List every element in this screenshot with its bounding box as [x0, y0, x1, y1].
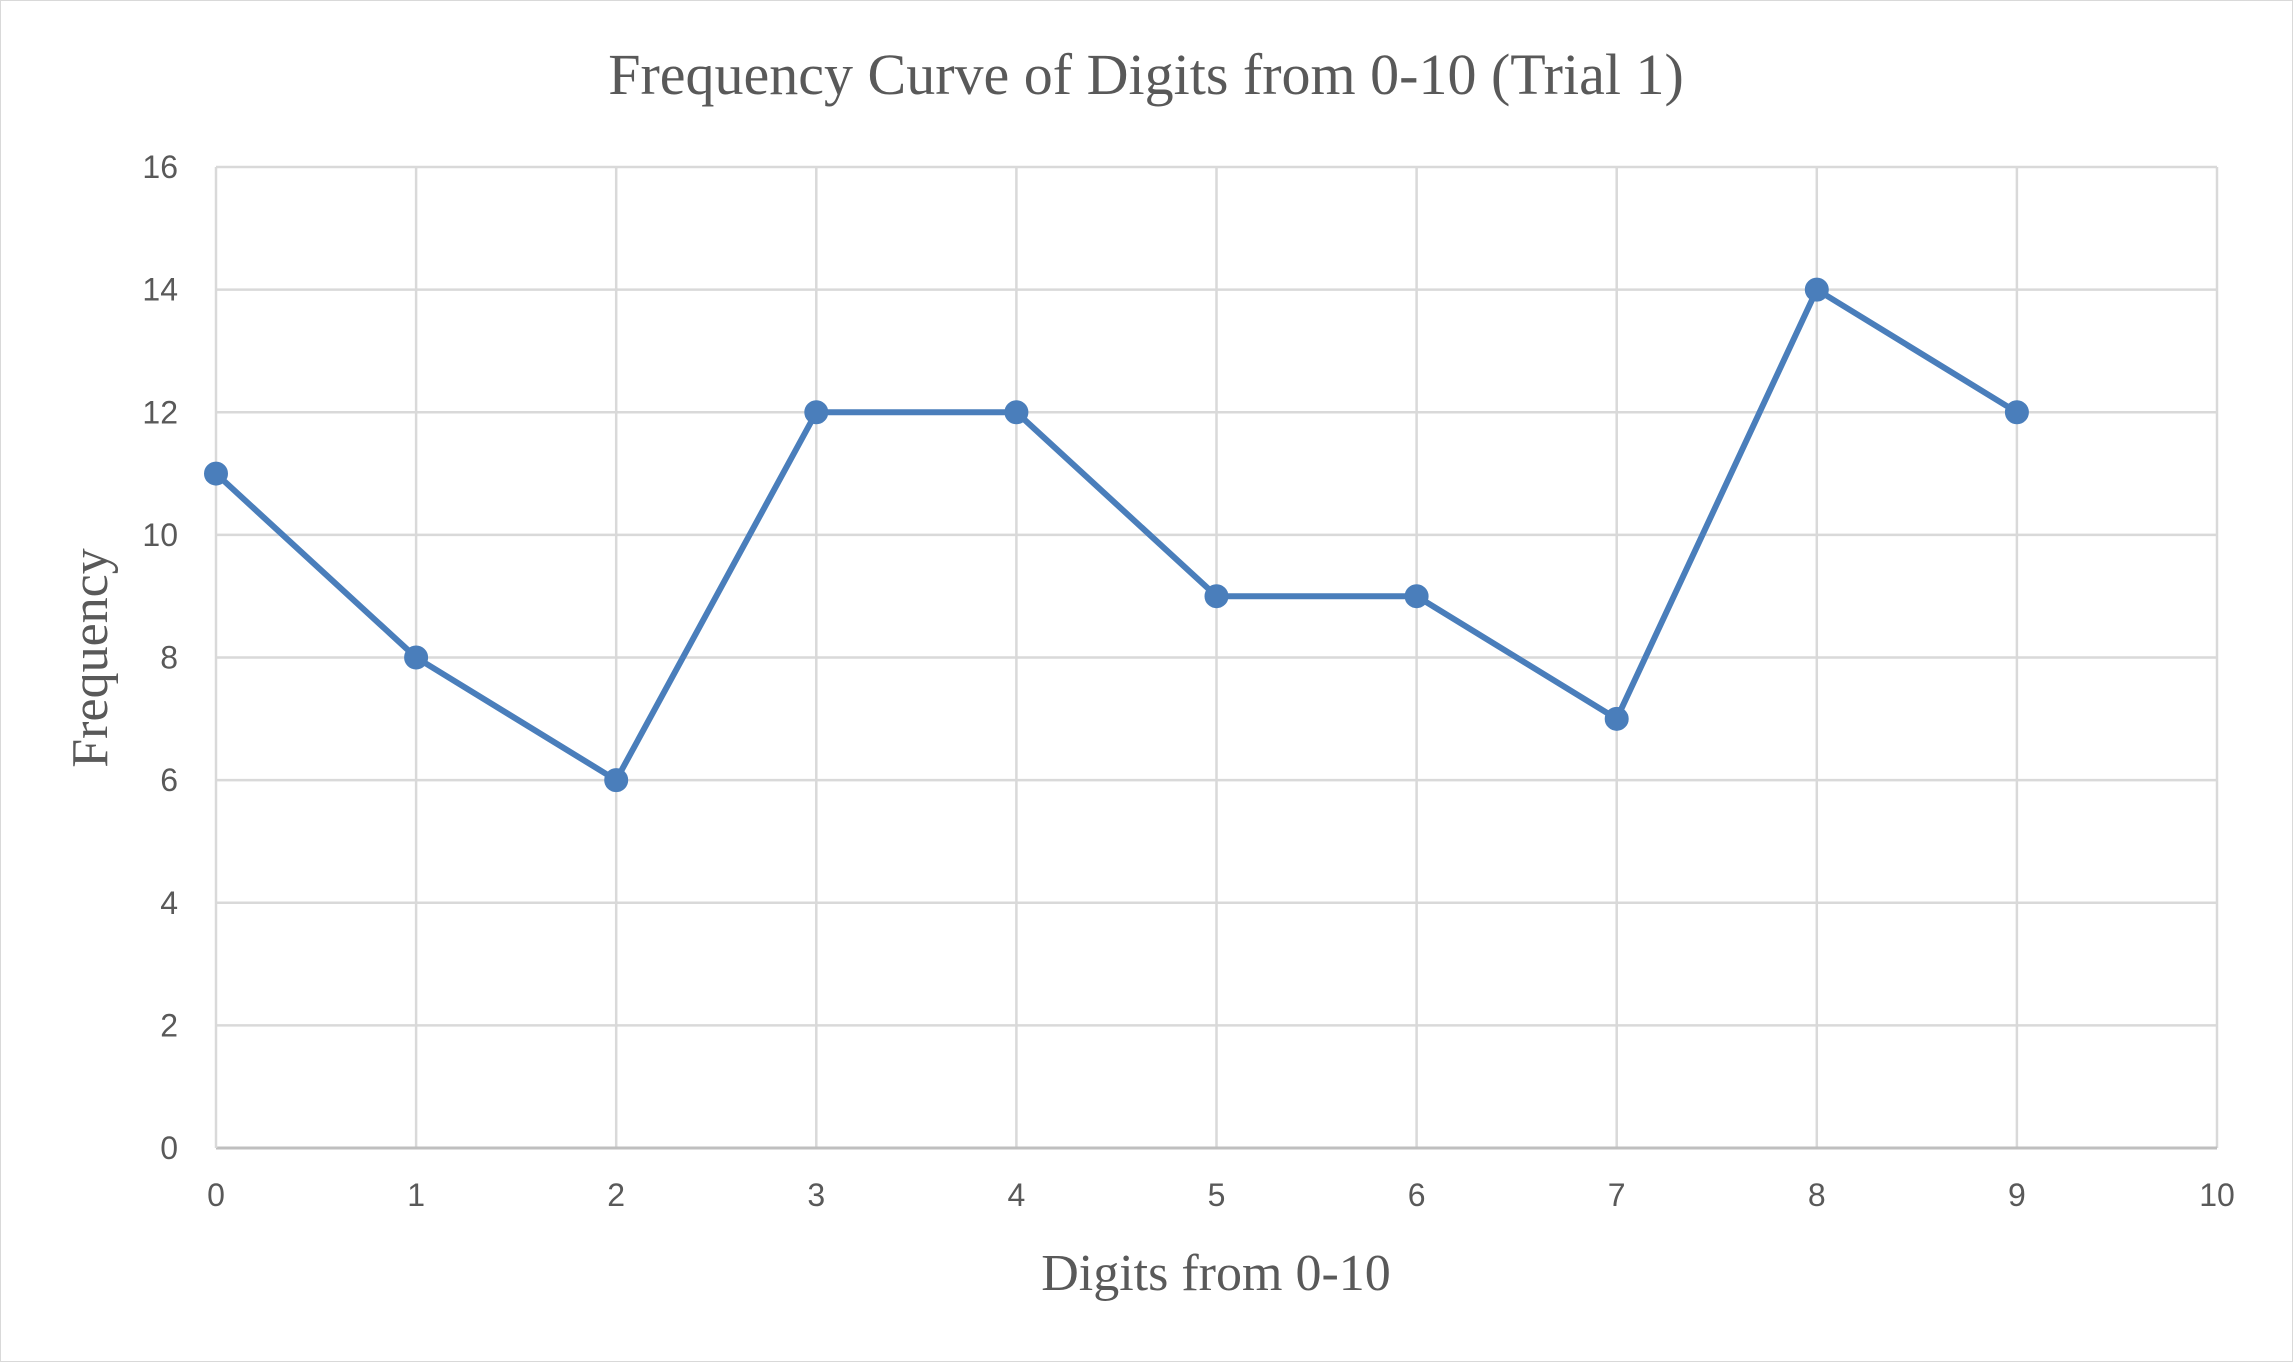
x-tick-label: 8 — [1808, 1177, 1826, 1213]
x-tick-label: 10 — [2199, 1177, 2235, 1213]
x-tick-label: 7 — [1608, 1177, 1626, 1213]
data-point — [204, 461, 228, 486]
data-point — [1204, 584, 1229, 609]
y-axis-title: Frequency — [62, 548, 119, 767]
x-tick-label: 3 — [807, 1177, 825, 1213]
x-tick-label: 2 — [607, 1177, 625, 1213]
y-tick-label: 10 — [142, 517, 178, 553]
x-tick-label: 4 — [1008, 1177, 1026, 1213]
y-tick-label: 8 — [160, 640, 178, 676]
chart-title: Frequency Curve of Digits from 0-10 (Tri… — [608, 42, 1684, 107]
y-tick-label: 12 — [142, 394, 178, 430]
y-tick-label: 6 — [160, 762, 178, 798]
y-tick-labels: 0 2 4 6 8 10 12 14 16 — [142, 149, 178, 1166]
data-point — [1604, 706, 1629, 731]
y-tick-label: 14 — [142, 272, 178, 308]
y-tick-label: 4 — [160, 885, 178, 921]
x-tick-label: 5 — [1208, 1177, 1226, 1213]
series-layer — [204, 277, 2029, 793]
x-tick-label: 6 — [1408, 1177, 1426, 1213]
x-tick-label: 1 — [407, 1177, 425, 1213]
x-axis-title: Digits from 0-10 — [1041, 1245, 1391, 1302]
x-tick-label: 0 — [207, 1177, 225, 1213]
data-point — [404, 645, 429, 670]
series-line — [213, 286, 2020, 784]
x-tick-labels: 0 1 2 3 4 5 6 7 8 9 10 — [207, 1177, 2235, 1213]
data-point — [1804, 277, 1829, 302]
data-point — [804, 400, 829, 425]
axes — [214, 167, 2217, 1150]
x-tick-label: 9 — [2008, 1177, 2026, 1213]
data-point — [604, 768, 629, 793]
data-point — [1404, 584, 1429, 609]
y-tick-label: 16 — [142, 149, 178, 185]
data-point — [1004, 400, 1029, 425]
y-tick-label: 0 — [160, 1130, 178, 1166]
grid-lines — [216, 165, 2219, 1148]
data-point — [2004, 400, 2029, 425]
y-tick-label: 2 — [160, 1007, 178, 1043]
